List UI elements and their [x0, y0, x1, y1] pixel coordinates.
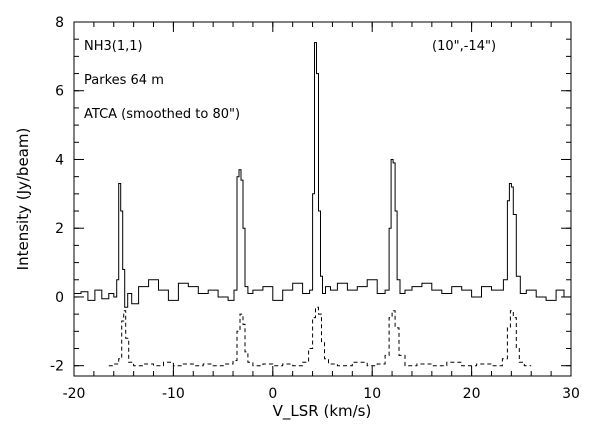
- series-line: [74, 42, 572, 308]
- x-tick-label: 30: [562, 386, 580, 402]
- line-annotation: NH3(1,1): [84, 39, 143, 54]
- series-layer: [74, 42, 572, 367]
- y-tick-labels: -2 0 2 4 6 8: [50, 15, 64, 375]
- series-line: [108, 306, 532, 367]
- series-parkes: [74, 42, 572, 308]
- y-tick-label: 2: [55, 221, 64, 237]
- parkes-annotation: Parkes 64 m: [84, 73, 164, 88]
- x-tick-labels: -20 -10 0 10 20 30: [63, 386, 580, 402]
- x-tick-label: 20: [463, 386, 481, 402]
- axis-ticks: [73, 21, 572, 376]
- x-axis-label: V_LSR (km/s): [273, 402, 372, 421]
- y-tick-label: 8: [55, 15, 64, 31]
- y-tick-label: 0: [55, 290, 64, 306]
- y-axis-label: Intensity (Jy/beam): [14, 128, 32, 271]
- plot-frame: [73, 21, 572, 377]
- x-tick-label: 10: [363, 386, 381, 402]
- y-tick-label: 6: [55, 84, 64, 100]
- series-atca: [108, 306, 532, 367]
- atca-annotation: ATCA (smoothed to 80"): [84, 107, 240, 122]
- x-tick-label: -10: [162, 386, 185, 402]
- y-tick-label: -2: [50, 359, 64, 375]
- y-tick-label: 4: [55, 152, 64, 168]
- position-annotation: (10",-14"): [432, 39, 496, 54]
- x-tick-label: 0: [268, 386, 277, 402]
- x-tick-label: -20: [63, 386, 86, 402]
